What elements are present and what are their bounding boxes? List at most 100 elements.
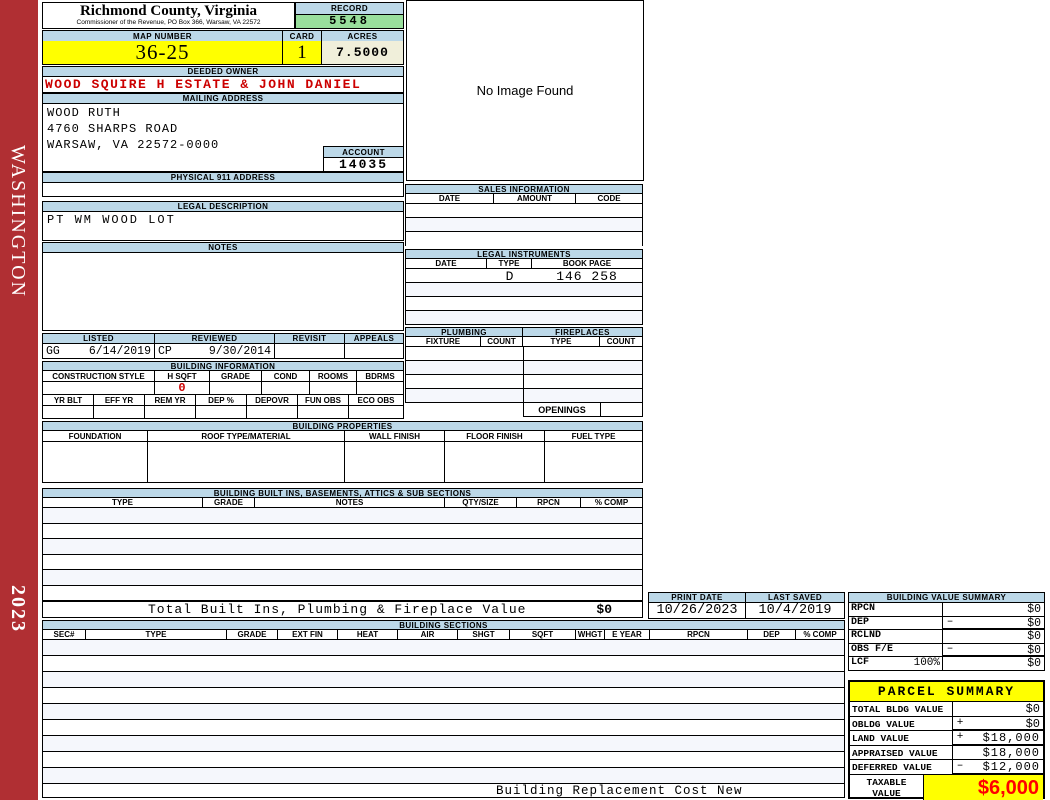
empty-row [406, 297, 642, 311]
empty-row [43, 688, 844, 704]
building-properties-label: BUILDING PROPERTIES [42, 421, 643, 431]
yr-blt-label: YR BLT [43, 395, 94, 405]
built-ins-rows [42, 508, 643, 601]
eco-obs-label: ECO OBS [357, 395, 395, 405]
bi-notes-label: NOTES [255, 498, 445, 507]
fixture-label: FIXTURE [406, 337, 481, 346]
bdrms-value [357, 382, 403, 394]
eco-obs-value [349, 406, 403, 418]
dep-pct-value [196, 406, 247, 418]
empty-row [43, 508, 642, 524]
plumbing-fireplaces-columns-row: FIXTURE COUNT TYPE COUNT [405, 337, 643, 347]
empty-row [406, 283, 642, 297]
bvs-row: LCF 100% $0 [849, 657, 1044, 670]
bvs-row-value: $0 [957, 603, 1044, 617]
building-properties-header-row: FOUNDATION ROOF TYPE/MATERIAL WALL FINIS… [42, 431, 643, 442]
building-value-summary-label: BUILDING VALUE SUMMARY [848, 592, 1045, 603]
notes-value [42, 253, 404, 331]
no-image-text: No Image Found [476, 83, 574, 98]
h-sqft-label: H SQFT [155, 371, 210, 381]
wall-finish-value [345, 442, 445, 482]
depovr-label: DEPOVR [247, 395, 298, 405]
bvs-row-value: $0 [1027, 657, 1041, 670]
empty-row [43, 768, 844, 783]
bi-comp-label: % COMP [594, 498, 629, 507]
roof-type-label: ROOF TYPE/MATERIAL [148, 431, 345, 441]
bs-eyear-label: E YEAR [605, 630, 650, 639]
empty-row [43, 704, 844, 720]
empty-row [43, 720, 844, 736]
construction-style-label: CONSTRUCTION STYLE [43, 371, 155, 381]
parcel-row: APPRAISED VALUE $18,000 [850, 745, 1043, 760]
bdrms-label: BDRMS [365, 371, 395, 381]
building-info-header-row-1: CONSTRUCTION STYLE H SQFT GRADE COND ROO… [42, 371, 404, 382]
roof-type-value [148, 442, 345, 482]
instruments-bookpage-label: BOOK PAGE [562, 259, 612, 268]
map-card-acres-value-row: 36-25 1 7.5000 [42, 41, 404, 65]
parcel-row-label: LAND VALUE [850, 731, 953, 746]
bvs-row-value: $0 [957, 617, 1044, 630]
eff-yr-value [94, 406, 145, 418]
grade-label: GRADE [210, 371, 262, 381]
instruments-date-label: DATE [406, 259, 487, 268]
parcel-row-value: $12,000 [967, 760, 1043, 775]
empty-row [406, 361, 642, 375]
bi-qty-label: QTY/SIZE [445, 498, 517, 507]
building-sections-rows [42, 640, 845, 784]
bvs-row-value: $0 [957, 630, 1044, 644]
instrument-type: D [505, 269, 514, 284]
account-label: ACCOUNT [323, 146, 404, 158]
empty-row [406, 311, 642, 324]
appeals-label: APPEALS [345, 334, 403, 343]
account-value: 14035 [323, 158, 404, 172]
foundation-value [43, 442, 148, 482]
bs-dep-label: DEP [748, 630, 796, 639]
parcel-row-label: APPRAISED VALUE [850, 745, 953, 760]
parcel-row-op [953, 702, 967, 717]
instrument-row: D 146 258 [406, 269, 642, 284]
image-placeholder: No Image Found [406, 0, 644, 181]
bs-whgt-label: WHGT [576, 630, 605, 639]
empty-row [406, 232, 642, 246]
building-sections-footer-row: Building Replacement Cost New [42, 784, 845, 798]
parcel-row-op: – [953, 760, 967, 775]
bvs-row: RPCN $0 [849, 603, 1044, 617]
county-header-box: Richmond County, Virginia Commissioner o… [42, 2, 295, 29]
foundation-label: FOUNDATION [43, 431, 148, 441]
legal-description-label: LEGAL DESCRIPTION [42, 201, 404, 212]
bs-sqft-label: SQFT [510, 630, 576, 639]
built-ins-total-value: $0 [596, 602, 612, 617]
plumbing-count-label: COUNT [481, 337, 523, 346]
mailing-line-4: WARSAW, VA 22572-0000 [47, 138, 220, 152]
plumbing-fireplaces-header-row: PLUMBING FIREPLACES [405, 327, 643, 337]
bvs-row-label: OBS F/E [849, 643, 943, 657]
bvs-row-op [943, 657, 957, 670]
empty-row [43, 539, 642, 555]
empty-row [43, 640, 844, 656]
deeded-owner-name: WOOD SQUIRE H ESTATE & JOHN DANIEL [42, 77, 404, 93]
reviewed-date: 9/30/2014 [208, 344, 271, 358]
card-label: CARD [283, 31, 322, 41]
bs-comp-label: % COMP [803, 630, 837, 639]
lcf-percent: 100% [913, 657, 940, 669]
construction-style-value [43, 382, 155, 394]
instruments-header-row: DATE TYPE BOOK PAGE [405, 259, 643, 269]
last-saved-value: 10/4/2019 [758, 603, 832, 618]
rooms-value [310, 382, 357, 394]
parcel-row-value: $0 [967, 717, 1043, 731]
building-information-label: BUILDING INFORMATION [42, 361, 404, 371]
commissioner-line: Commissioner of the Revenue, PO Box 366,… [76, 19, 261, 26]
built-ins-total-label: Total Built Ins, Plumbing & Fireplace Va… [148, 602, 527, 617]
listed-date: 6/14/2019 [88, 344, 151, 358]
fun-obs-value [298, 406, 349, 418]
wall-finish-label: WALL FINISH [345, 431, 445, 441]
empty-row [406, 204, 642, 218]
legal-description-value: PT WM WOOD LOT [42, 212, 404, 241]
listed-value: GG 6/14/2019 [43, 344, 155, 358]
floor-finish-value [445, 442, 545, 482]
rem-yr-label: REM YR [145, 395, 196, 405]
parcel-row-label: OBLDG VALUE [850, 716, 953, 731]
parcel-row-op: + [953, 717, 967, 731]
review-header-row: LISTED REVIEWED REVISIT APPEALS [42, 333, 404, 344]
